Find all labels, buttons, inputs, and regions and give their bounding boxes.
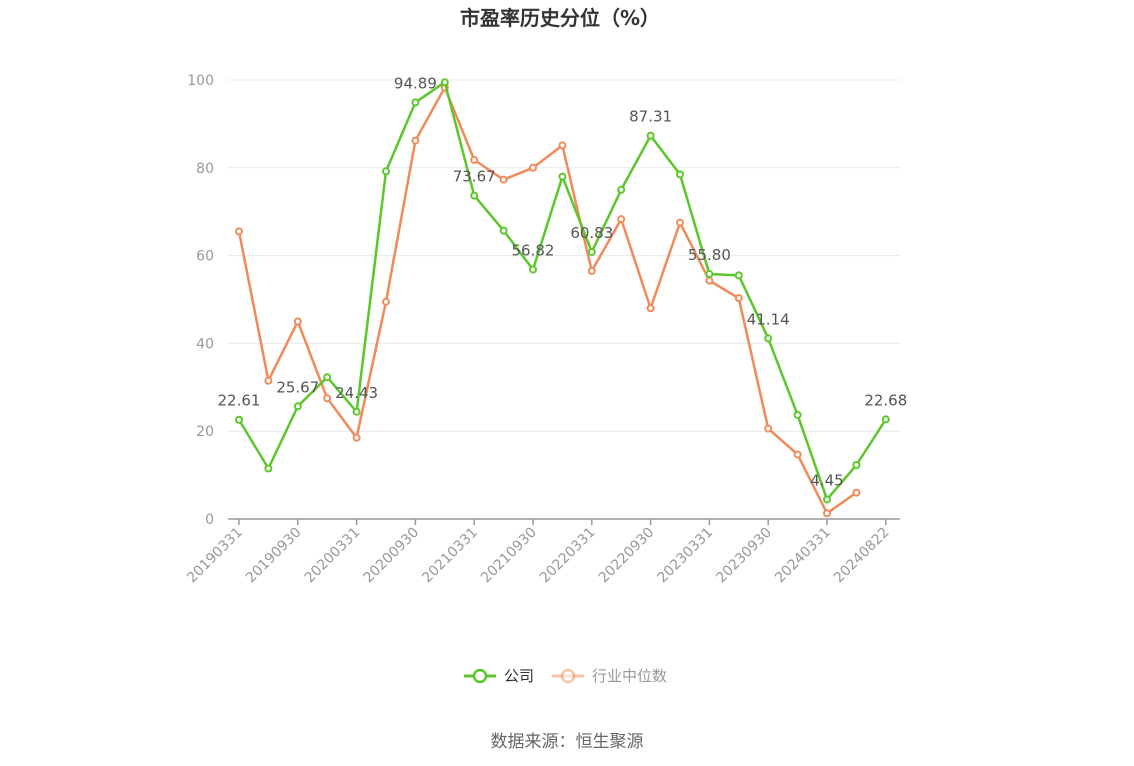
point-industry-median[interactable]: [264, 376, 273, 385]
y-tick-label: 60: [196, 249, 214, 265]
y-axis: 0 20 40 60 80 100: [187, 73, 214, 528]
point-company[interactable]: [734, 271, 743, 280]
x-tick-label: 20230930: [713, 525, 775, 587]
point-industry-median[interactable]: [617, 215, 626, 224]
point-company[interactable]: [470, 191, 479, 200]
point-industry-median[interactable]: [470, 155, 479, 164]
x-axis: 2019033120190930202003312020093020210331…: [184, 518, 900, 587]
x-tick-label: 20230331: [655, 525, 717, 587]
data-label: 56.82: [512, 242, 555, 260]
point-company[interactable]: [587, 247, 596, 256]
data-label: 22.61: [218, 392, 261, 410]
y-tick-label: 100: [187, 73, 214, 89]
point-company[interactable]: [881, 415, 890, 424]
legend: 公司 行业中位数: [464, 667, 667, 685]
point-company[interactable]: [499, 226, 508, 235]
point-industry-median[interactable]: [293, 317, 302, 326]
point-industry-median[interactable]: [499, 175, 508, 184]
series-line-industry-median: [237, 86, 858, 515]
point-industry-median[interactable]: [705, 276, 714, 285]
point-company[interactable]: [264, 464, 273, 473]
series-group: [235, 78, 890, 518]
point-company[interactable]: [558, 172, 567, 181]
point-company[interactable]: [529, 265, 537, 274]
data-label: 55.80: [688, 246, 731, 264]
data-label: 25.67: [276, 378, 319, 396]
data-label: 94.89: [394, 74, 437, 92]
x-tick-label: 20190930: [243, 525, 305, 587]
chart-title: 市盈率历史分位（%）: [460, 6, 660, 30]
gridlines: [228, 79, 900, 432]
point-industry-median[interactable]: [734, 294, 743, 303]
point-industry-median[interactable]: [558, 141, 567, 150]
point-company[interactable]: [323, 373, 332, 382]
data-label: 87.31: [629, 108, 672, 126]
legend-company-marker: [472, 668, 488, 684]
point-company[interactable]: [705, 270, 714, 279]
point-industry-median[interactable]: [793, 450, 802, 459]
data-label: 24.43: [335, 384, 378, 402]
legend-industry-marker: [560, 668, 576, 684]
point-industry-median[interactable]: [411, 136, 420, 145]
data-label: 22.68: [864, 391, 907, 409]
point-industry-median[interactable]: [676, 218, 684, 227]
legend-item-industry-median[interactable]: 行业中位数: [552, 667, 667, 685]
legend-company-label: 公司: [504, 667, 534, 685]
data-label: 60.83: [570, 224, 613, 242]
point-industry-median[interactable]: [382, 297, 390, 306]
point-company[interactable]: [676, 170, 684, 179]
point-company[interactable]: [382, 167, 390, 176]
data-labels: 22.61 25.67 24.43 94.89 73.67 56.82 60.83 87.31…: [218, 74, 908, 489]
point-company[interactable]: [852, 461, 861, 470]
point-industry-median[interactable]: [323, 394, 332, 403]
point-company[interactable]: [411, 98, 420, 107]
point-company[interactable]: [235, 415, 243, 424]
point-industry-median[interactable]: [352, 433, 361, 442]
legend-item-company[interactable]: 公司: [464, 667, 534, 685]
x-tick-label: 20240822: [831, 525, 893, 587]
y-tick-label: 40: [196, 336, 214, 352]
x-tick-label: 20190331: [184, 525, 246, 587]
x-tick-label: 20200930: [361, 525, 423, 587]
y-tick-label: 20: [196, 424, 214, 440]
x-tick-label: 20210930: [478, 525, 540, 587]
point-company[interactable]: [293, 402, 302, 411]
data-label: 4.45: [810, 471, 843, 489]
point-company[interactable]: [352, 407, 361, 416]
source-note: 数据来源：恒生聚源: [491, 732, 644, 752]
x-tick-label: 20240331: [772, 525, 834, 587]
point-company[interactable]: [646, 131, 655, 140]
x-tick-label: 20200331: [302, 525, 364, 587]
data-label: 73.67: [453, 168, 496, 186]
x-tick-label: 20220331: [537, 525, 599, 587]
y-tick-label: 0: [205, 512, 214, 528]
point-industry-median[interactable]: [587, 266, 596, 275]
point-industry-median[interactable]: [235, 227, 243, 236]
point-industry-median[interactable]: [852, 488, 861, 497]
legend-industry-label: 行业中位数: [592, 667, 667, 685]
x-tick-label: 20210331: [419, 525, 481, 587]
point-company[interactable]: [823, 495, 831, 504]
point-company[interactable]: [793, 410, 802, 419]
point-company[interactable]: [617, 185, 626, 194]
point-industry-median[interactable]: [823, 509, 831, 518]
point-industry-median[interactable]: [764, 424, 773, 433]
y-tick-label: 80: [196, 161, 214, 177]
x-tick-label: 20220930: [596, 525, 658, 587]
point-industry-median[interactable]: [529, 163, 537, 172]
point-company[interactable]: [440, 78, 449, 87]
data-label: 41.14: [747, 310, 790, 328]
point-company[interactable]: [764, 334, 773, 343]
point-industry-median[interactable]: [646, 304, 655, 313]
